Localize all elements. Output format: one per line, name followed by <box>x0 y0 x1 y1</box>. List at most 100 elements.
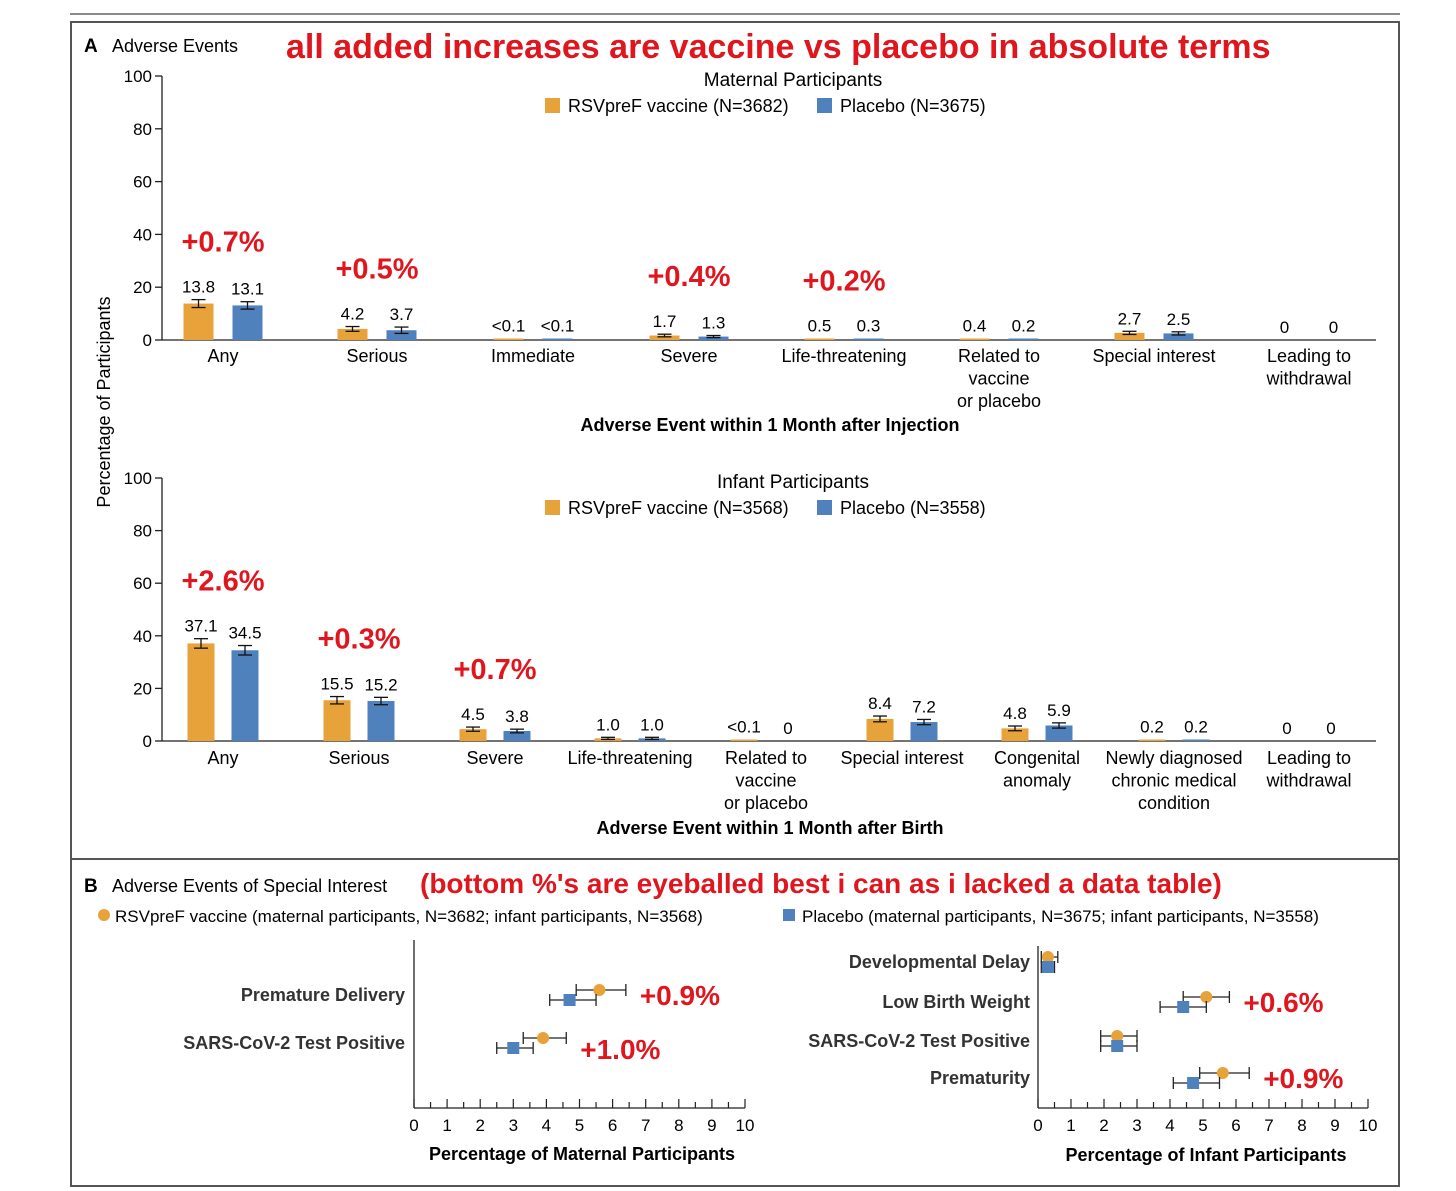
infant-category-label: Severe <box>466 748 523 768</box>
infant-category-label: Serious <box>328 748 389 768</box>
infant-forest-category-label: Prematurity <box>930 1068 1030 1088</box>
maternal-legend-vaccine-swatch <box>545 98 560 113</box>
maternal-category-label: Special interest <box>1092 346 1215 366</box>
maternal-difference-annotation: +0.2% <box>802 266 885 298</box>
panel-b-legend-placebo-marker <box>783 909 795 921</box>
infant-data-label: 4.5 <box>461 705 485 724</box>
infant-category-label: anomaly <box>1003 771 1071 791</box>
maternal-y-tick-label: 20 <box>133 278 152 297</box>
infant-bar-chart: Infant Participants RSVpreF vaccine (N=3… <box>124 469 1376 838</box>
infant-forest-difference-annotation: +0.6% <box>1243 987 1323 1018</box>
maternal-forest-placebo-point <box>563 994 576 1006</box>
infant-category-label: Leading to <box>1267 748 1351 768</box>
maternal-category-label: Immediate <box>491 346 575 366</box>
maternal-data-label: 0 <box>1280 318 1289 337</box>
maternal-y-tick-label: 60 <box>133 173 152 192</box>
panel-b-title: Adverse Events of Special Interest <box>112 876 387 896</box>
maternal-forest-category-label: SARS-CoV-2 Test Positive <box>183 1033 405 1053</box>
maternal-legend-vaccine-label: RSVpreF vaccine (N=3682) <box>568 96 789 116</box>
infant-vaccine-bar <box>866 718 894 741</box>
infant-category-label: or placebo <box>724 793 808 813</box>
infant-legend-placebo-swatch <box>817 500 832 515</box>
maternal-forest-x-tick-label: 6 <box>608 1116 617 1135</box>
maternal-vaccine-bar <box>337 328 368 340</box>
infant-difference-annotation: +2.6% <box>181 566 264 598</box>
panel-b-legend-placebo-label: Placebo (maternal participants, N=3675; … <box>802 907 1319 926</box>
infant-y-tick-label: 40 <box>133 627 152 646</box>
infant-legend-placebo-label: Placebo (N=3558) <box>840 498 986 518</box>
infant-data-label: 4.8 <box>1003 704 1027 723</box>
infant-data-label: 3.8 <box>505 707 529 726</box>
maternal-data-label: 0.2 <box>1012 317 1036 336</box>
infant-category-label: vaccine <box>735 771 796 791</box>
maternal-placebo-bar <box>1008 338 1039 340</box>
infant-vaccine-bar <box>1138 739 1166 741</box>
infant-vaccine-bar <box>323 700 351 741</box>
infant-category-label: chronic medical <box>1111 771 1236 791</box>
maternal-forest-x-tick-label: 2 <box>475 1116 484 1135</box>
infant-category-label: Life-threatening <box>567 748 692 768</box>
infant-forest-category-label: Low Birth Weight <box>882 992 1030 1012</box>
infant-placebo-bar <box>231 650 259 741</box>
maternal-data-label: 1.3 <box>702 314 726 333</box>
maternal-difference-annotation: +0.7% <box>181 227 264 259</box>
panel-a-title: Adverse Events <box>112 36 238 56</box>
maternal-chart-title: Maternal Participants <box>704 70 882 91</box>
infant-forest-category-label: Developmental Delay <box>849 952 1030 972</box>
maternal-data-label: 0.4 <box>963 317 987 336</box>
infant-data-label: 1.0 <box>596 715 620 734</box>
maternal-forest-category-label: Premature Delivery <box>241 985 405 1005</box>
maternal-data-label: <0.1 <box>541 317 575 336</box>
infant-data-label: 15.5 <box>320 675 353 694</box>
maternal-difference-annotation: +0.4% <box>647 261 730 293</box>
infant-y-tick-label: 100 <box>124 469 152 488</box>
panel-b-legend-vaccine-marker <box>98 909 110 921</box>
infant-data-label: 0.2 <box>1140 718 1164 737</box>
maternal-bar-chart: Maternal Participants RSVpreF vaccine (N… <box>124 67 1376 435</box>
maternal-forest-x-tick-label: 0 <box>409 1116 418 1135</box>
maternal-forest-placebo-point <box>507 1042 520 1054</box>
maternal-category-label: Leading to <box>1267 346 1351 366</box>
infant-forest-x-tick-label: 1 <box>1066 1116 1075 1135</box>
infant-forest-x-tick-label: 7 <box>1264 1116 1273 1135</box>
infant-data-label: 0 <box>783 719 792 738</box>
maternal-vaccine-bar <box>959 338 990 340</box>
infant-data-label: 37.1 <box>184 617 217 636</box>
infant-data-label: 0 <box>1326 719 1335 738</box>
infant-forest-placebo-point <box>1111 1040 1124 1052</box>
panel-a-letter: A <box>84 36 98 57</box>
infant-data-label: 7.2 <box>912 697 936 716</box>
maternal-category-label: Related to <box>958 346 1040 366</box>
maternal-difference-annotation: +0.5% <box>335 254 418 286</box>
maternal-forest-difference-annotation: +0.9% <box>640 980 720 1011</box>
maternal-y-tick-label: 100 <box>124 67 152 86</box>
maternal-forest-x-tick-label: 4 <box>542 1116 551 1135</box>
infant-forest-x-tick-label: 2 <box>1099 1116 1108 1135</box>
infant-data-label: 0.2 <box>1184 718 1208 737</box>
maternal-category-label: or placebo <box>957 391 1041 411</box>
infant-legend-vaccine-label: RSVpreF vaccine (N=3568) <box>568 498 789 518</box>
maternal-legend-placebo-label: Placebo (N=3675) <box>840 96 986 116</box>
maternal-data-label: 4.2 <box>341 305 365 324</box>
maternal-data-label: 1.7 <box>653 312 677 331</box>
infant-forest-x-tick-label: 6 <box>1231 1116 1240 1135</box>
infant-placebo-bar <box>367 701 395 741</box>
infant-category-label: condition <box>1138 793 1210 813</box>
infant-chart-title: Infant Participants <box>717 472 869 493</box>
panel-b-legend-vaccine-label: RSVpreF vaccine (maternal participants, … <box>115 907 703 926</box>
infant-y-tick-label: 0 <box>143 732 152 751</box>
infant-category-label: Newly diagnosed <box>1105 748 1242 768</box>
maternal-y-tick-label: 80 <box>133 120 152 139</box>
maternal-placebo-bar <box>1163 333 1194 340</box>
infant-placebo-bar <box>910 722 938 741</box>
infant-placebo-bar <box>1182 739 1210 741</box>
maternal-data-label: 0.3 <box>857 317 881 336</box>
infant-forest-vaccine-point <box>1111 1030 1124 1042</box>
maternal-placebo-bar <box>698 336 729 340</box>
maternal-vaccine-bar <box>804 338 835 340</box>
maternal-forest-plot: Percentage of Maternal Participants 0 1 2 3… <box>183 940 754 1164</box>
maternal-forest-x-tick-label: 5 <box>575 1116 584 1135</box>
panel-b-letter: B <box>84 876 98 897</box>
infant-difference-annotation: +0.3% <box>317 624 400 656</box>
infant-forest-x-tick-label: 8 <box>1297 1116 1306 1135</box>
